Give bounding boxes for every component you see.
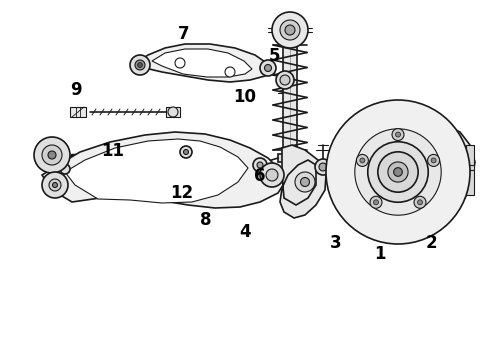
Circle shape: [130, 55, 150, 75]
Text: 2: 2: [425, 234, 437, 252]
Circle shape: [428, 154, 440, 166]
Text: 3: 3: [330, 234, 342, 252]
Circle shape: [315, 159, 331, 175]
Polygon shape: [280, 145, 326, 218]
Polygon shape: [65, 139, 248, 203]
Circle shape: [295, 172, 315, 192]
Circle shape: [260, 163, 284, 187]
Text: 11: 11: [101, 142, 124, 160]
Circle shape: [272, 12, 308, 48]
Circle shape: [373, 200, 378, 205]
Circle shape: [276, 71, 294, 89]
Text: 4: 4: [239, 223, 251, 241]
Circle shape: [42, 145, 62, 165]
Circle shape: [285, 25, 295, 35]
Bar: [466, 145, 474, 195]
Polygon shape: [135, 44, 272, 82]
Circle shape: [42, 172, 68, 198]
Circle shape: [356, 154, 368, 166]
Text: 12: 12: [170, 184, 193, 202]
Circle shape: [138, 63, 143, 68]
Circle shape: [360, 158, 365, 163]
Text: 9: 9: [70, 81, 82, 99]
Circle shape: [260, 60, 276, 76]
Circle shape: [225, 67, 235, 77]
Circle shape: [52, 183, 57, 188]
Text: 1: 1: [374, 245, 386, 263]
Circle shape: [417, 200, 422, 205]
Circle shape: [280, 20, 300, 40]
Circle shape: [48, 151, 56, 159]
Circle shape: [253, 158, 267, 172]
Circle shape: [393, 168, 402, 176]
Polygon shape: [42, 132, 285, 208]
Circle shape: [280, 75, 290, 85]
Circle shape: [168, 107, 178, 117]
Polygon shape: [152, 49, 252, 77]
Circle shape: [265, 64, 271, 72]
Circle shape: [257, 162, 263, 168]
Circle shape: [266, 169, 278, 181]
Text: 10: 10: [234, 88, 256, 106]
Bar: [278, 154, 302, 162]
Bar: [432, 145, 440, 195]
Circle shape: [395, 132, 400, 137]
Text: 5: 5: [269, 47, 280, 65]
Bar: [166, 107, 180, 117]
Circle shape: [300, 177, 310, 186]
Text: 8: 8: [200, 211, 212, 229]
Circle shape: [368, 142, 428, 202]
Circle shape: [431, 158, 436, 163]
Circle shape: [326, 100, 470, 244]
Circle shape: [49, 179, 61, 191]
Circle shape: [180, 146, 192, 158]
Circle shape: [60, 164, 70, 174]
Circle shape: [355, 129, 441, 215]
Circle shape: [414, 196, 426, 208]
Text: 6: 6: [254, 167, 266, 185]
Circle shape: [388, 162, 408, 182]
Circle shape: [319, 163, 327, 171]
Circle shape: [175, 58, 185, 68]
Circle shape: [135, 60, 145, 70]
Polygon shape: [430, 125, 475, 212]
Circle shape: [370, 196, 382, 208]
Circle shape: [183, 149, 189, 154]
Polygon shape: [63, 160, 78, 177]
Bar: [283, 45, 297, 155]
Circle shape: [392, 129, 404, 140]
Circle shape: [378, 152, 418, 192]
Bar: [70, 107, 86, 117]
Text: 7: 7: [178, 25, 190, 43]
Circle shape: [34, 137, 70, 173]
